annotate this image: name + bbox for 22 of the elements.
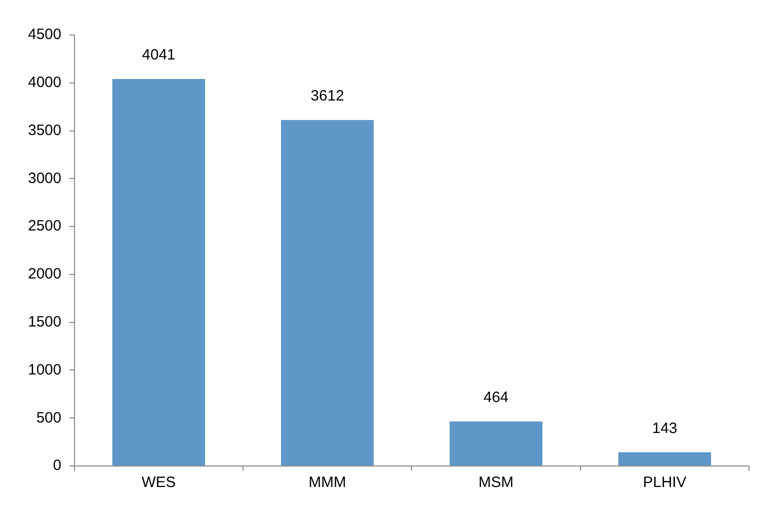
- x-tick-label: MSM: [478, 474, 514, 492]
- bar: [280, 120, 374, 466]
- bar: [112, 78, 206, 466]
- y-tick-label: 4500: [28, 26, 62, 44]
- data-label: 3612: [310, 88, 344, 105]
- y-tick-label: 0: [53, 457, 62, 474]
- bar: [450, 422, 542, 466]
- data-label: 4041: [142, 46, 176, 64]
- data-label: 143: [652, 420, 678, 437]
- x-tick-label: MMM: [308, 474, 346, 492]
- y-tick-label: 1500: [28, 313, 62, 330]
- x-tick-label: PLHIV: [642, 474, 686, 492]
- y-tick-label: 3500: [28, 122, 62, 139]
- y-tick-label: 3000: [28, 170, 62, 187]
- y-tick-label: 4000: [28, 74, 62, 92]
- y-tick-label: 2500: [28, 218, 62, 235]
- bar: [618, 452, 712, 466]
- y-tick-label: 500: [36, 409, 62, 426]
- y-tick-label: 2000: [28, 266, 62, 283]
- data-label: 464: [484, 389, 509, 406]
- y-tick-label: 1000: [28, 361, 62, 378]
- x-tick-label: WES: [142, 474, 176, 492]
